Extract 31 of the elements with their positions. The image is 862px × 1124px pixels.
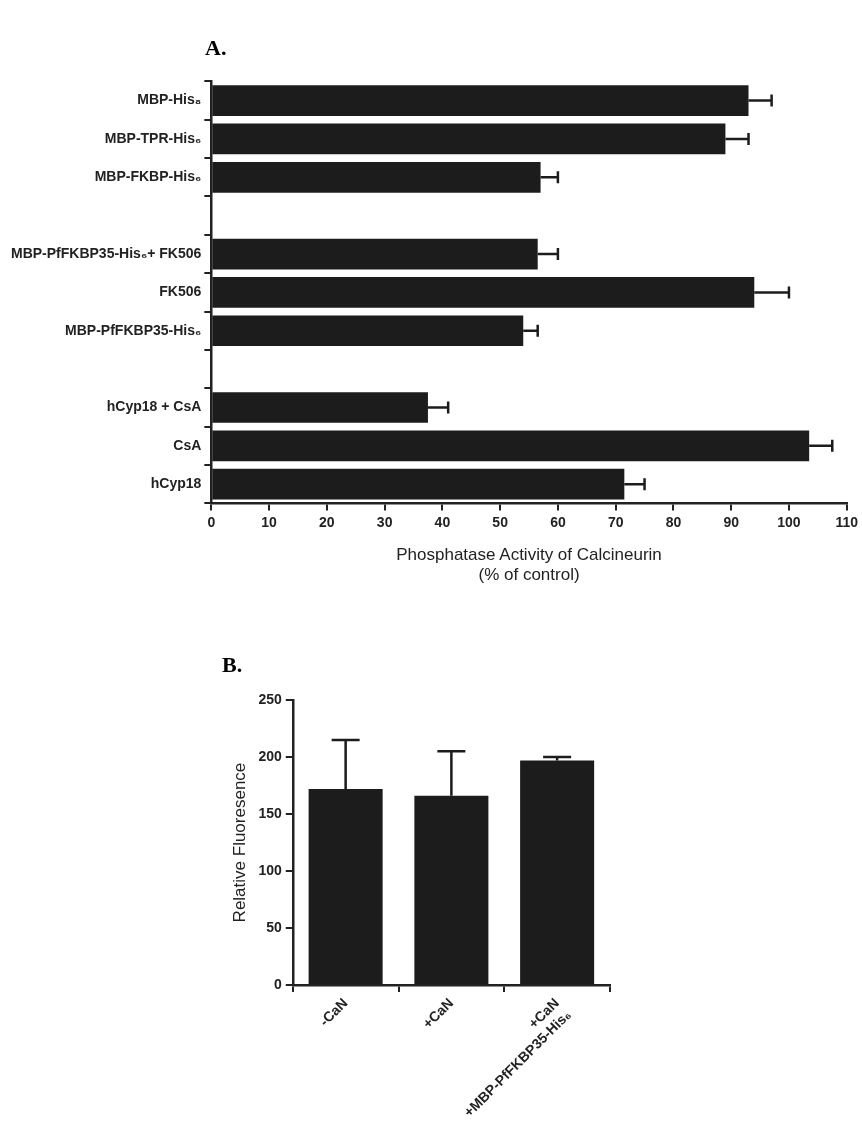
y-tick-label: MBP-PfFKBP35-His₆+ FK506 xyxy=(10,244,202,261)
y-tick-label: MBP-TPR-His₆ xyxy=(104,129,202,146)
y-tick-label: 50 xyxy=(266,918,282,935)
y-tick-label: MBP-FKBP-His₆ xyxy=(94,168,202,185)
x-tick-label: 10 xyxy=(261,513,278,530)
x-tick-label: 0 xyxy=(207,513,216,530)
y-tick-label: 0 xyxy=(273,975,282,992)
y-tick-label: MBP-His₈ xyxy=(137,91,202,108)
chart-title: B. xyxy=(222,652,243,678)
y-tick-label: hCyp18 + CsA xyxy=(106,398,202,415)
y-tick-label: 100 xyxy=(258,861,282,878)
x-axis-title: Phosphatase Activity of Calcineurin (% of control) xyxy=(396,545,662,585)
y-tick-label: CsA xyxy=(173,436,202,453)
y-tick-label: 200 xyxy=(258,747,282,764)
y-axis-title: Relative Fluoresence xyxy=(229,762,249,923)
x-tick-label: 60 xyxy=(550,513,566,530)
x-tick-label: 110 xyxy=(835,513,859,530)
x-tick-label: 100 xyxy=(777,513,801,530)
y-tick-label: hCyp18 xyxy=(150,475,202,492)
x-tick-label: 50 xyxy=(492,513,509,530)
x-tick-label: 40 xyxy=(434,513,451,530)
y-tick-label: MBP-PfFKBP35-His₆ xyxy=(65,321,202,338)
chart-title: A. xyxy=(205,35,227,61)
x-tick-label: 80 xyxy=(665,513,682,530)
y-tick-label: 150 xyxy=(258,804,282,821)
x-tick-label: 30 xyxy=(376,513,393,530)
x-tick-label: 90 xyxy=(723,513,740,530)
x-tick-label: 20 xyxy=(319,513,335,530)
x-tick-label: 70 xyxy=(607,513,624,530)
y-tick-label: 250 xyxy=(258,690,282,707)
y-tick-label: FK506 xyxy=(159,283,202,300)
